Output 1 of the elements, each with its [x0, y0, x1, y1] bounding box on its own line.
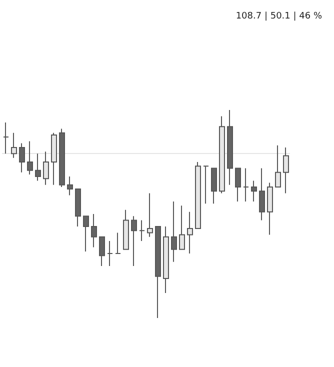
text: 108.7 | 50.1 | 46 %	[236, 12, 322, 22]
